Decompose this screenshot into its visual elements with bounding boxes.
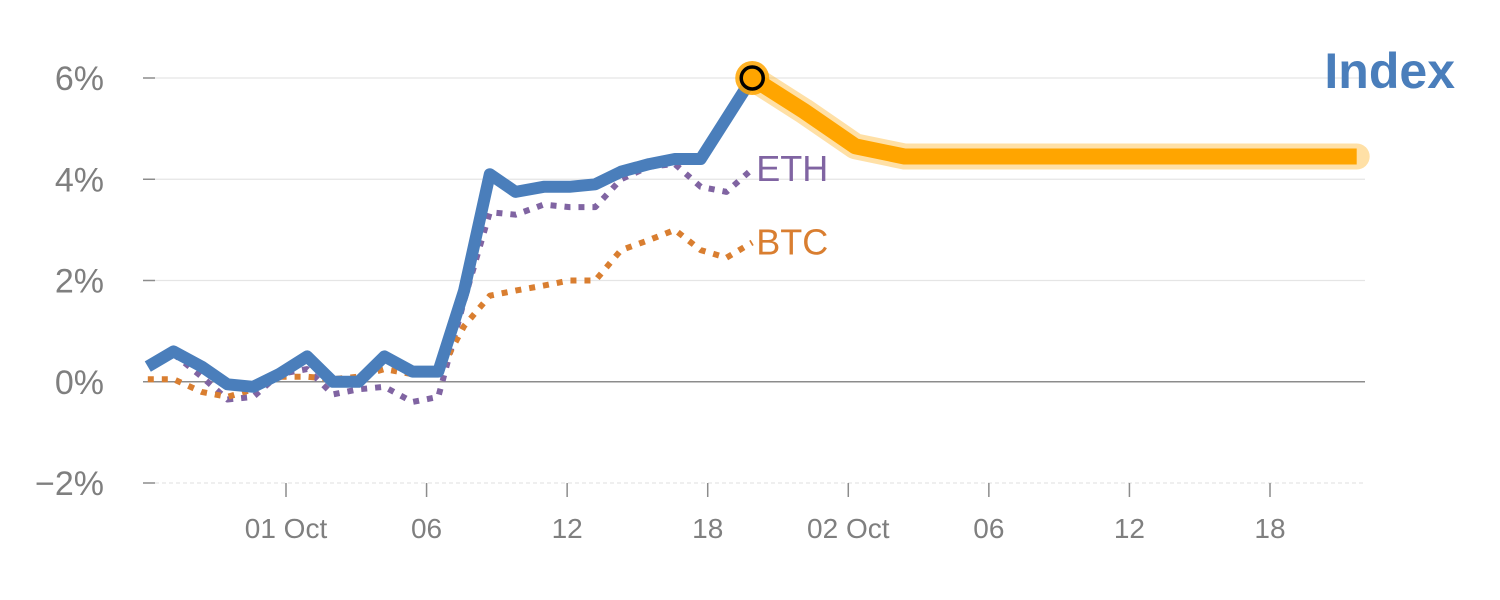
projection-line <box>747 71 1357 165</box>
series-label-eth: ETH <box>756 148 828 189</box>
series-label-btc: BTC <box>756 222 828 263</box>
eth-line <box>146 161 755 405</box>
x-tick-label: 06 <box>411 513 442 544</box>
x-tick-label: 18 <box>692 513 723 544</box>
btc-line <box>147 226 754 400</box>
index-line <box>144 74 758 393</box>
x-tick-label: 12 <box>552 513 583 544</box>
y-tick-label: 4% <box>55 161 104 199</box>
x-tick-label: 12 <box>1114 513 1145 544</box>
y-tick-label: 0% <box>55 364 104 402</box>
x-tick-label: 18 <box>1254 513 1285 544</box>
chart-title: Index <box>1324 43 1455 99</box>
x-tick-label: 06 <box>973 513 1004 544</box>
current-point-marker <box>739 65 765 91</box>
x-tick-label: 01 Oct <box>245 513 328 544</box>
axis-layer: 6% 4% 2% 0% −2% 01 Oct 06 12 18 02 Oct 06 12 18 <box>35 60 1286 544</box>
series-layer <box>144 61 1370 405</box>
y-tick-label: 2% <box>55 263 104 301</box>
y-tick-label: 6% <box>55 60 104 98</box>
x-tick-label: 02 Oct <box>807 513 890 544</box>
grid-layer <box>155 77 1365 484</box>
y-tick-label: −2% <box>35 465 104 503</box>
label-layer: ETH BTC Index <box>756 43 1455 263</box>
